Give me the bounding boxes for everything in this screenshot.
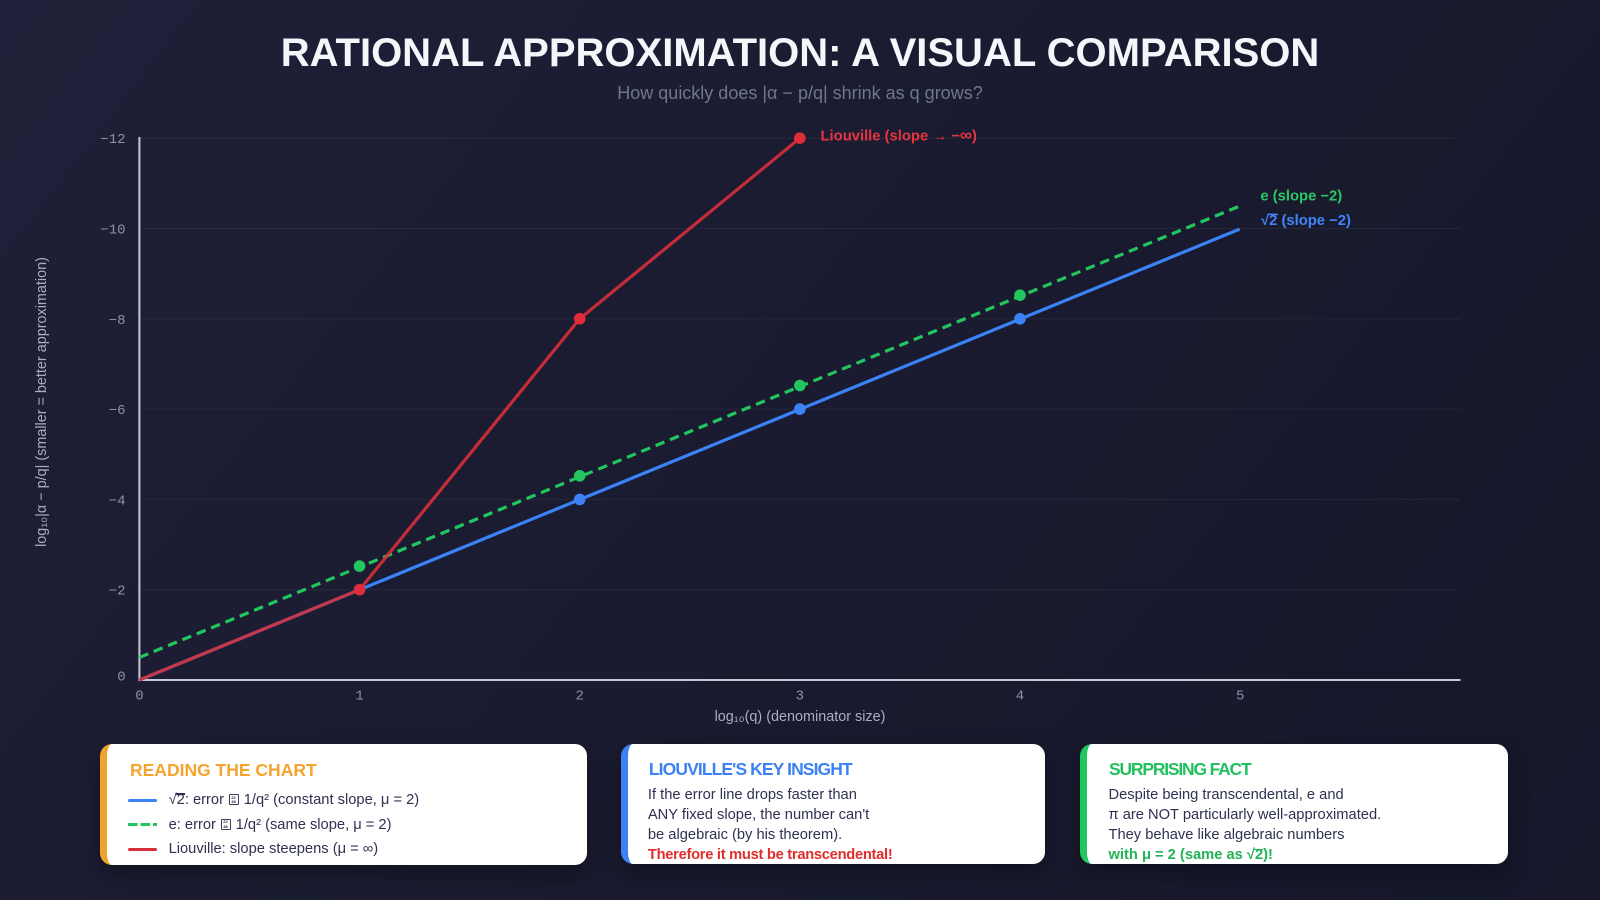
svg-text:Liouville (slope → −∞): Liouville (slope → −∞) [821, 126, 978, 145]
svg-text:0: 0 [117, 669, 125, 685]
svg-text:e (slope −2): e (slope −2) [1260, 189, 1342, 205]
svg-text:−8: −8 [109, 313, 126, 329]
svg-text:log₁₀|α − p/q| (smaller = bett: log₁₀|α − p/q| (smaller = better approxi… [34, 257, 50, 547]
svg-text:−12: −12 [100, 132, 125, 148]
svg-text:1: 1 [355, 689, 363, 705]
svg-text:−10: −10 [100, 223, 125, 239]
svg-text:−4: −4 [109, 493, 126, 509]
svg-text:2: 2 [575, 689, 583, 705]
svg-text:−6: −6 [109, 403, 126, 419]
svg-text:log₁₀(q) (denominator size): log₁₀(q) (denominator size) [715, 709, 886, 725]
svg-text:3: 3 [796, 689, 804, 705]
svg-text:0: 0 [135, 689, 143, 705]
svg-text:5: 5 [1236, 689, 1244, 705]
svg-text:√2 (slope −2): √2 (slope −2) [1261, 213, 1351, 229]
svg-text:−2: −2 [109, 584, 126, 600]
svg-text:4: 4 [1016, 689, 1024, 705]
